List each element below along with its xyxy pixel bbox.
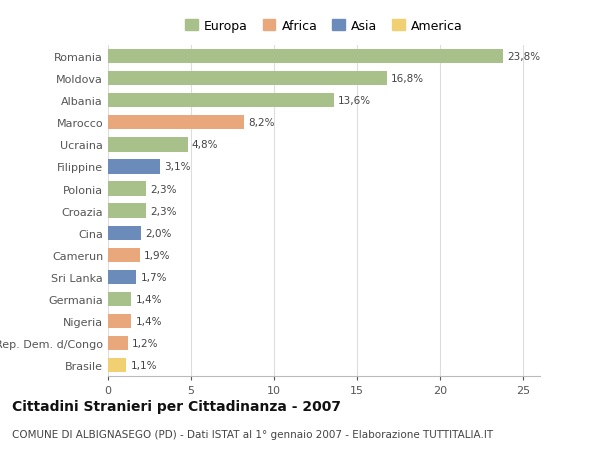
Text: 1,9%: 1,9% — [144, 250, 170, 260]
Text: 16,8%: 16,8% — [391, 74, 424, 84]
Text: 1,4%: 1,4% — [136, 316, 162, 326]
Text: 4,8%: 4,8% — [192, 140, 218, 150]
Bar — [108, 336, 128, 351]
Text: 2,3%: 2,3% — [151, 206, 177, 216]
Bar — [108, 182, 146, 196]
Text: COMUNE DI ALBIGNASEGO (PD) - Dati ISTAT al 1° gennaio 2007 - Elaborazione TUTTIT: COMUNE DI ALBIGNASEGO (PD) - Dati ISTAT … — [12, 429, 493, 439]
Text: 13,6%: 13,6% — [338, 96, 371, 106]
Text: 1,2%: 1,2% — [132, 338, 158, 348]
Text: 1,1%: 1,1% — [130, 360, 157, 370]
Bar — [108, 116, 244, 130]
Bar — [108, 358, 126, 373]
Bar — [108, 248, 140, 263]
Bar — [108, 72, 387, 86]
Bar — [108, 94, 334, 108]
Bar — [108, 226, 141, 241]
Text: 2,0%: 2,0% — [145, 228, 172, 238]
Legend: Europa, Africa, Asia, America: Europa, Africa, Asia, America — [185, 20, 463, 33]
Text: Cittadini Stranieri per Cittadinanza - 2007: Cittadini Stranieri per Cittadinanza - 2… — [12, 399, 341, 413]
Bar — [108, 204, 146, 218]
Text: 2,3%: 2,3% — [151, 184, 177, 194]
Bar — [108, 270, 136, 285]
Text: 1,7%: 1,7% — [140, 272, 167, 282]
Text: 8,2%: 8,2% — [248, 118, 275, 128]
Text: 3,1%: 3,1% — [164, 162, 190, 172]
Bar — [108, 50, 503, 64]
Text: 1,4%: 1,4% — [136, 294, 162, 304]
Bar — [108, 292, 131, 307]
Bar — [108, 138, 188, 152]
Text: 23,8%: 23,8% — [508, 52, 541, 62]
Bar — [108, 160, 160, 174]
Bar — [108, 314, 131, 329]
